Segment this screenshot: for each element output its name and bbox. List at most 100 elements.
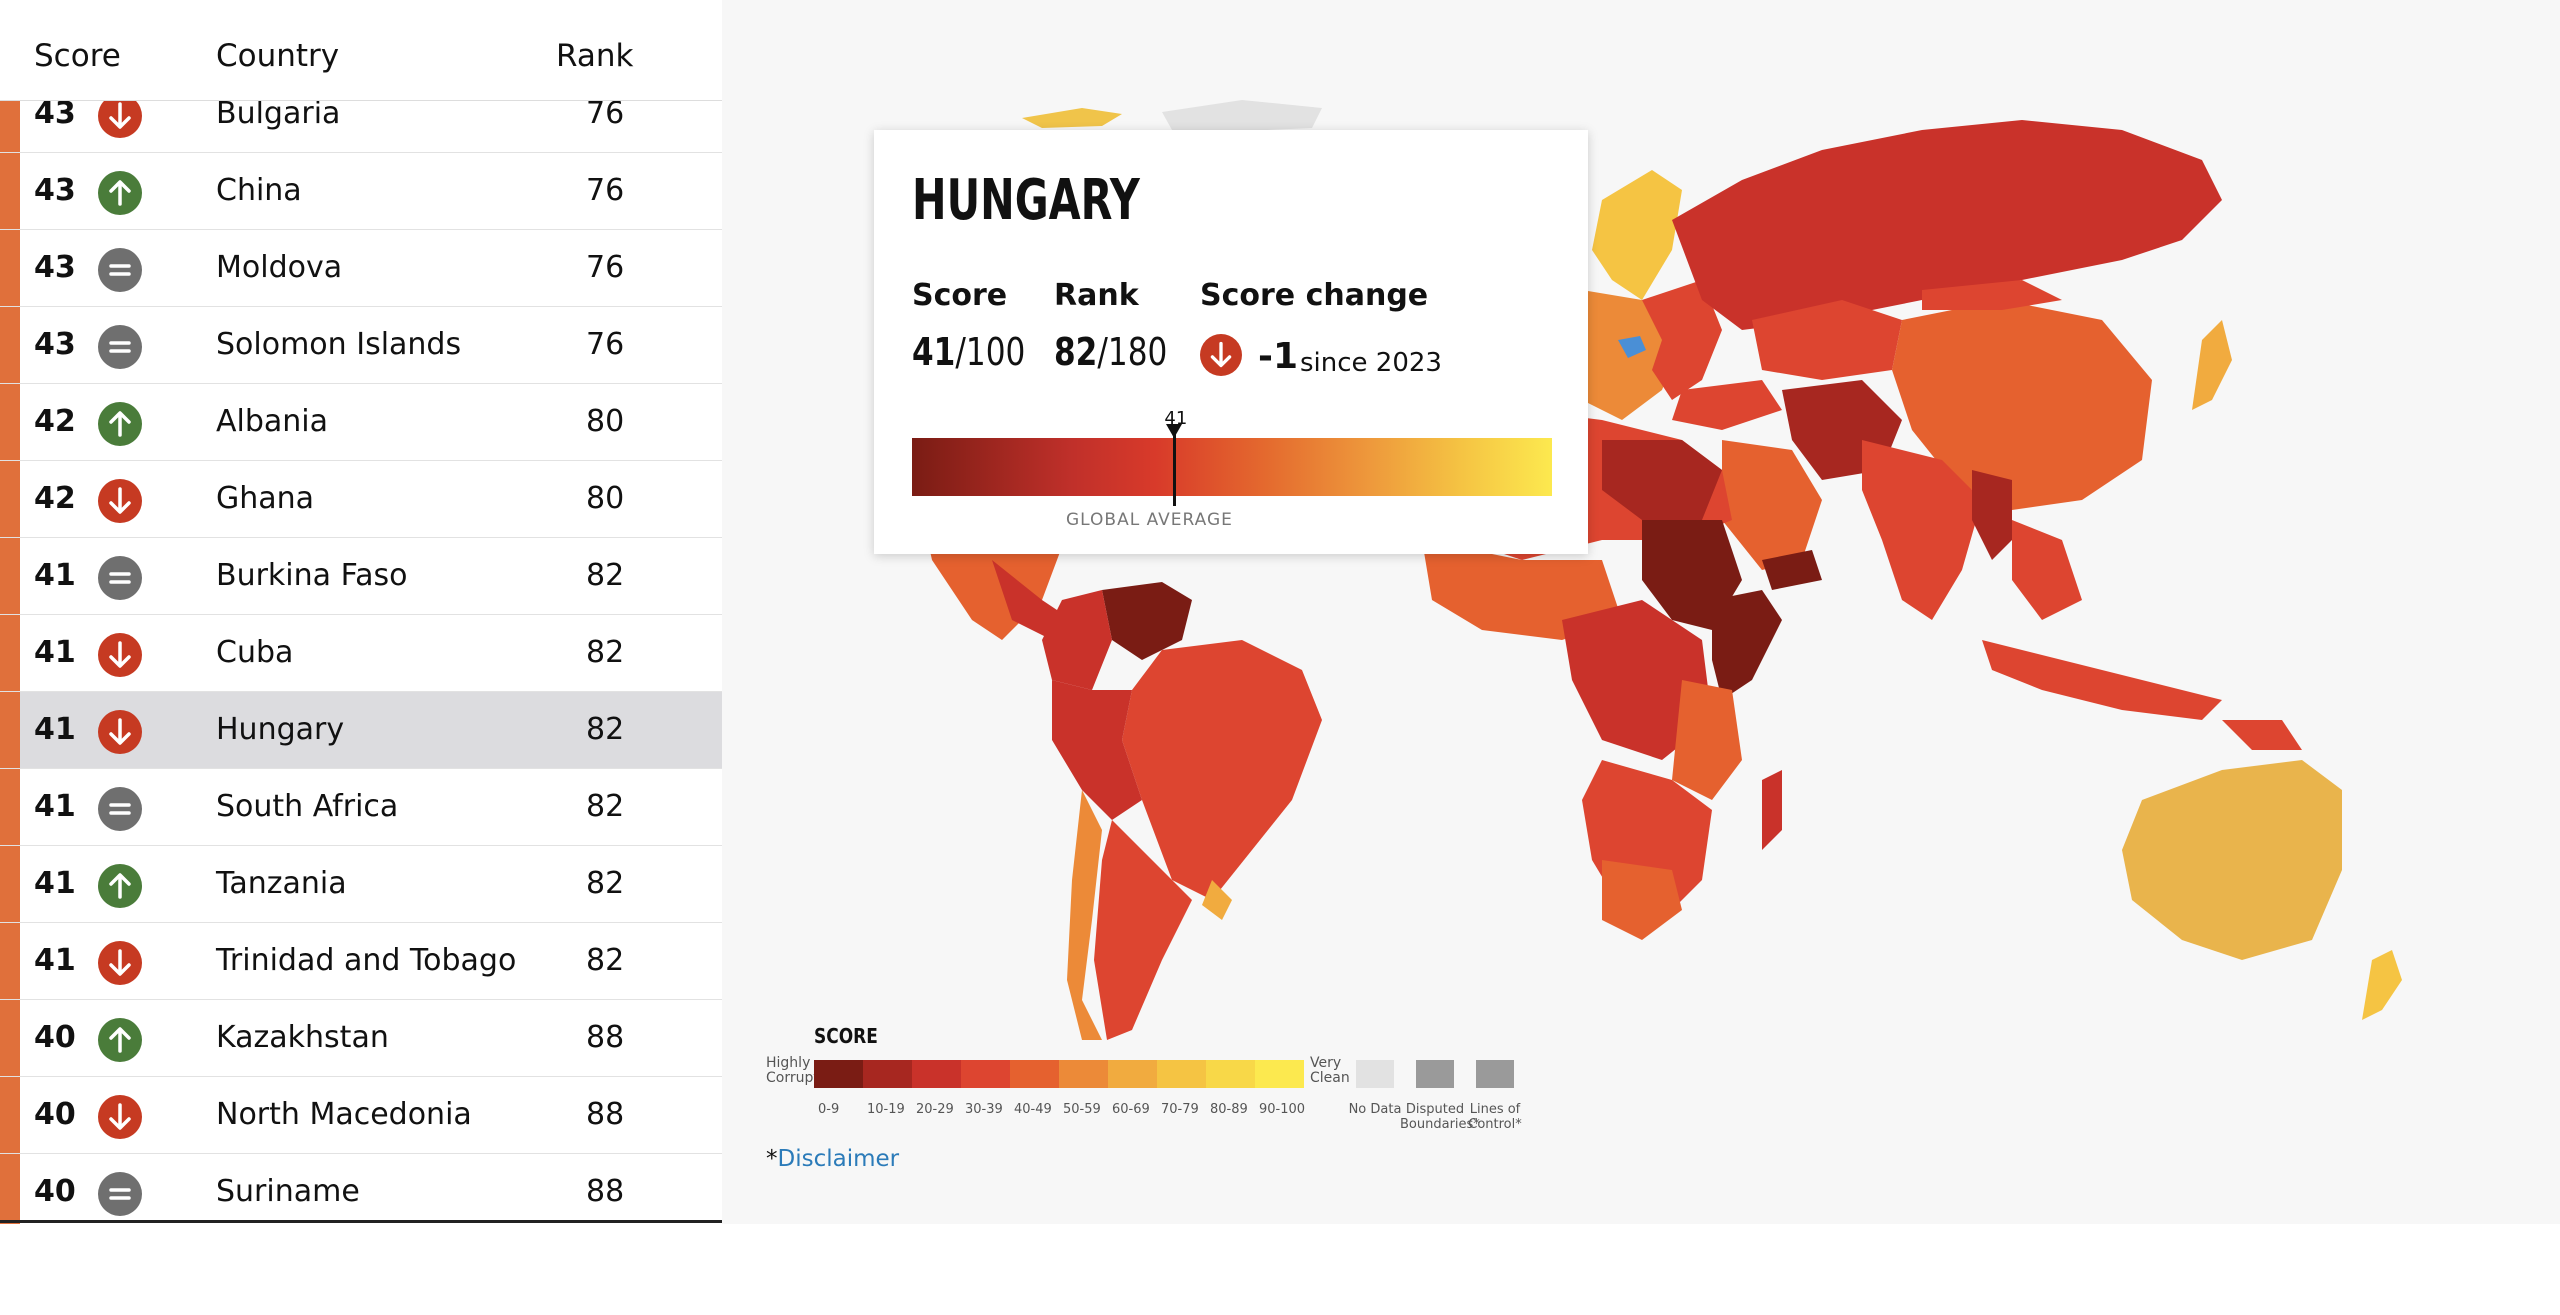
map-region-turkey[interactable] [1672, 380, 1782, 430]
legend-swatch [1108, 1060, 1157, 1088]
rank-max: /180 [1097, 330, 1168, 374]
map-region-libya-egypt[interactable] [1602, 440, 1722, 520]
table-row[interactable]: 43 China 76 [0, 153, 722, 231]
map-region-peru-bolivia[interactable] [1052, 680, 1142, 820]
table-row[interactable]: 40 Kazakhstan 88 [0, 1000, 722, 1078]
table-row[interactable]: 43 Moldova 76 [0, 230, 722, 308]
map-region-uruguay[interactable] [1202, 880, 1232, 920]
table-row[interactable]: 41 Cuba 82 [0, 615, 722, 693]
map-region-saudi-arabia[interactable] [1722, 440, 1822, 570]
legend-bin-label: 30-39 [965, 1102, 1003, 1117]
score-bar [0, 615, 20, 691]
table-row[interactable]: 40 Suriname 88 [0, 1154, 722, 1224]
map-region-horn-africa[interactable] [1712, 590, 1782, 700]
row-rank: 88 [586, 1174, 625, 1209]
map-region-greenland[interactable] [1162, 100, 1322, 132]
score-max: /100 [955, 330, 1026, 374]
row-country: North Macedonia [216, 1097, 472, 1132]
table-row[interactable]: 41 South Africa 82 [0, 769, 722, 847]
arrow-down-icon [1200, 334, 1242, 376]
row-rank: 82 [586, 866, 625, 901]
map-region-australia[interactable] [2122, 760, 2342, 960]
table-row[interactable]: 41 Tanzania 82 [0, 846, 722, 924]
table-row[interactable]: 43 Bulgaria 76 [0, 100, 722, 154]
header-score[interactable]: Score [34, 38, 121, 74]
legend-bin-label: 20-29 [916, 1102, 954, 1117]
row-score: 40 [34, 1020, 76, 1055]
map-region-argentina[interactable] [1094, 820, 1192, 1040]
score-bar [0, 538, 20, 614]
map-region-west-africa[interactable] [1422, 540, 1622, 640]
map-region-madagascar[interactable] [1762, 770, 1782, 850]
row-score: 43 [34, 327, 76, 362]
disclaimer-link[interactable]: Disclaimer [777, 1146, 900, 1172]
score-bar [0, 692, 20, 768]
legend-right-label: Very Clean [1310, 1056, 1350, 1086]
legend-extra-label: Lines of Control* [1468, 1102, 1522, 1132]
map-region-east-africa[interactable] [1672, 680, 1742, 800]
table-row[interactable]: 41 Burkina Faso 82 [0, 538, 722, 616]
map-region-indonesia[interactable] [1982, 640, 2222, 720]
score-change-since: since 2023 [1300, 348, 1442, 378]
score-bar [0, 307, 20, 383]
map-region-myanmar[interactable] [1972, 470, 2012, 560]
map-region-yemen[interactable] [1762, 550, 1822, 590]
row-score: 43 [34, 250, 76, 285]
score-label: Score [912, 278, 1008, 313]
table-row[interactable]: 42 Albania 80 [0, 384, 722, 462]
map-region-hungary[interactable] [1618, 336, 1646, 358]
map-region-south-africa[interactable] [1602, 860, 1682, 940]
score-change-label: Score change [1200, 278, 1429, 313]
map-region-kazakhstan[interactable] [1752, 300, 1902, 380]
score-bar [0, 461, 20, 537]
table-row[interactable]: 40 North Macedonia 88 [0, 1077, 722, 1155]
row-country: Trinidad and Tobago [216, 943, 517, 978]
map-region-arctic-isles[interactable] [1022, 108, 1122, 128]
map-region-new-zealand[interactable] [2362, 950, 2402, 1020]
country-info-card: HUNGARY Score 41/100 Rank 82/180 Score c… [874, 130, 1588, 554]
table-row[interactable]: 41 Trinidad and Tobago 82 [0, 923, 722, 1001]
map-region-central-africa[interactable] [1562, 600, 1712, 760]
table-row[interactable]: 43 Solomon Islands 76 [0, 307, 722, 385]
map-region-japan[interactable] [2192, 320, 2232, 410]
map-region-eastern-europe[interactable] [1642, 280, 1722, 400]
map-region-mongolia[interactable] [1922, 280, 2062, 310]
table-row[interactable]: 42 Ghana 80 [0, 461, 722, 539]
legend-extra-swatch [1416, 1060, 1454, 1088]
table-row[interactable]: 41 Hungary 82 [0, 692, 722, 770]
score-bar [0, 1077, 20, 1153]
header-country[interactable]: Country [216, 38, 340, 74]
map-region-russia[interactable] [1672, 120, 2222, 330]
equal-icon [98, 325, 142, 369]
row-country: China [216, 173, 302, 208]
map-region-colombia[interactable] [1042, 590, 1112, 690]
legend-swatch [1010, 1060, 1059, 1088]
map-region-scandinavia[interactable] [1592, 170, 1682, 300]
row-rank: 80 [586, 404, 625, 439]
row-rank: 80 [586, 481, 625, 516]
arrow-down-icon [98, 100, 142, 138]
legend-extra-swatch [1356, 1060, 1394, 1088]
map-region-papua-new-guinea[interactable] [2222, 720, 2302, 750]
map-region-chile[interactable] [1067, 790, 1102, 1040]
row-score: 43 [34, 173, 76, 208]
row-rank: 82 [586, 789, 625, 824]
legend-swatch [912, 1060, 961, 1088]
score-bar [0, 1000, 20, 1076]
map-region-india[interactable] [1862, 440, 1982, 620]
map-region-venezuela[interactable] [1102, 582, 1192, 660]
row-country: Suriname [216, 1174, 360, 1209]
legend-right-line-1: Very [1310, 1055, 1342, 1071]
row-country: Cuba [216, 635, 294, 670]
row-rank: 82 [586, 712, 625, 747]
row-score: 41 [34, 943, 76, 978]
map-region-brazil[interactable] [1122, 640, 1322, 900]
header-rank[interactable]: Rank [556, 38, 634, 74]
legend-left-line-2: Corrupt [766, 1070, 819, 1086]
map-region-southeast-asia[interactable] [2012, 520, 2082, 620]
map-region-china[interactable] [1892, 300, 2152, 510]
row-rank: 82 [586, 558, 625, 593]
row-country: Burkina Faso [216, 558, 408, 593]
row-score: 41 [34, 866, 76, 901]
legend-title: SCORE [814, 1024, 878, 1048]
